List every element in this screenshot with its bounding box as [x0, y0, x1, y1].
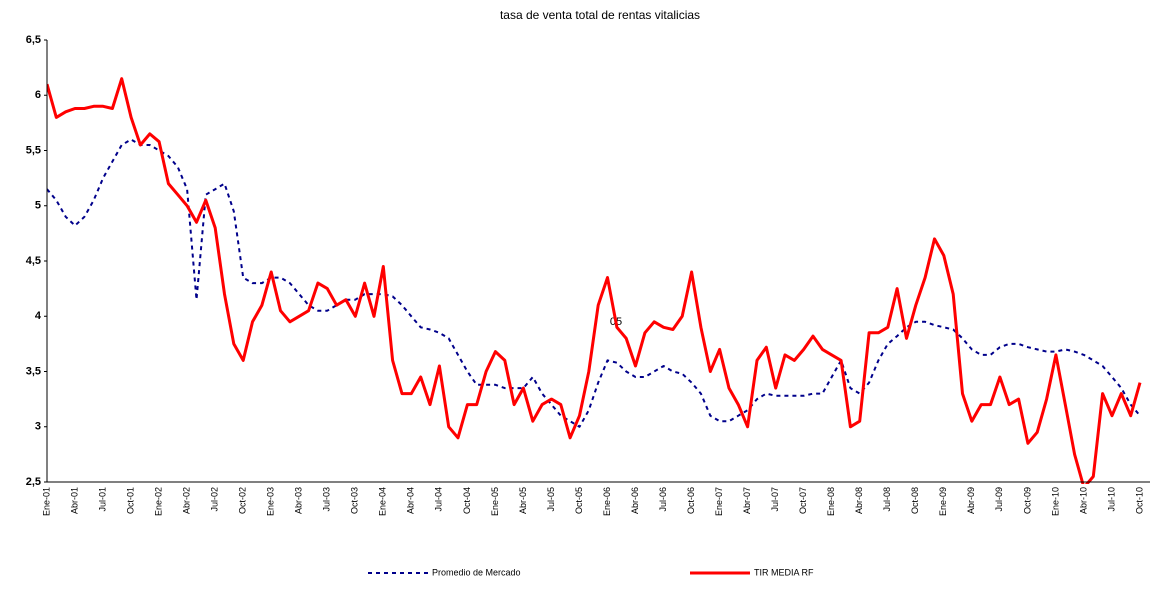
x-tick-label: Ene-04 [378, 487, 388, 516]
x-tick-label: Abr-06 [630, 487, 640, 514]
x-tick-label: Oct-06 [686, 487, 696, 514]
y-tick-label: 6,5 [26, 34, 41, 46]
legend-label: TIR MEDIA RF [754, 567, 814, 577]
x-tick-label: Jul-06 [658, 487, 668, 512]
x-tick-label: Ene-08 [826, 487, 836, 516]
x-tick-label: Oct-10 [1134, 487, 1144, 514]
y-tick-label: 2,5 [26, 476, 41, 488]
x-tick-label: Ene-02 [153, 487, 163, 516]
y-tick-label: 5 [35, 200, 41, 212]
x-tick-label: Abr-07 [742, 487, 752, 514]
x-tick-label: Abr-02 [182, 487, 192, 514]
y-tick-label: 4 [35, 310, 42, 322]
x-tick-label: Jul-07 [770, 487, 780, 512]
x-tick-label: Ene-03 [266, 487, 276, 516]
x-tick-label: Abr-08 [854, 487, 864, 514]
x-tick-label: Abr-05 [518, 487, 528, 514]
x-tick-label: Oct-07 [798, 487, 808, 514]
x-tick-label: Oct-09 [1022, 487, 1032, 514]
x-tick-label: Oct-04 [462, 487, 472, 514]
x-tick-label: Oct-05 [574, 487, 584, 514]
y-tick-label: 5,5 [26, 144, 41, 156]
x-tick-label: Abr-10 [1078, 487, 1088, 514]
chart-title: tasa de venta total de rentas vitalicias [500, 8, 700, 22]
series-line [47, 138, 1141, 428]
x-tick-label: Jul-04 [434, 487, 444, 512]
x-tick-label: Ene-10 [1050, 487, 1060, 516]
x-tick-label: Abr-04 [406, 487, 416, 514]
x-tick-label: Abr-09 [966, 487, 976, 514]
x-tick-label: Abr-01 [69, 487, 79, 514]
x-tick-label: Jul-08 [882, 487, 892, 512]
x-tick-label: Ene-07 [714, 487, 724, 516]
y-tick-label: 4,5 [26, 255, 41, 267]
series-line [47, 77, 1142, 484]
x-tick-label: Oct-08 [910, 487, 920, 514]
x-tick-label: Jul-05 [546, 487, 556, 512]
x-tick-label: Abr-03 [294, 487, 304, 514]
plot-area [47, 77, 1142, 484]
x-tick-label: Jul-03 [322, 487, 332, 512]
y-tick-label: 3 [35, 421, 41, 433]
x-tick-label: Ene-05 [490, 487, 500, 516]
y-tick-label: 6 [35, 89, 41, 101]
x-tick-label: Ene-06 [602, 487, 612, 516]
x-tick-label: Jul-01 [97, 487, 107, 512]
x-tick-label: Jul-09 [994, 487, 1004, 512]
x-tick-label: Ene-09 [938, 487, 948, 516]
x-tick-label: Oct-03 [350, 487, 360, 514]
y-tick-label: 3,5 [26, 365, 41, 377]
legend-label: Promedio de Mercado [432, 567, 521, 577]
x-tick-label: Oct-02 [238, 487, 248, 514]
x-tick-label: Oct-01 [125, 487, 135, 514]
x-tick-label: Jul-02 [210, 487, 220, 512]
x-tick-label: Ene-01 [41, 487, 51, 516]
x-tick-label: Jul-10 [1106, 487, 1116, 512]
